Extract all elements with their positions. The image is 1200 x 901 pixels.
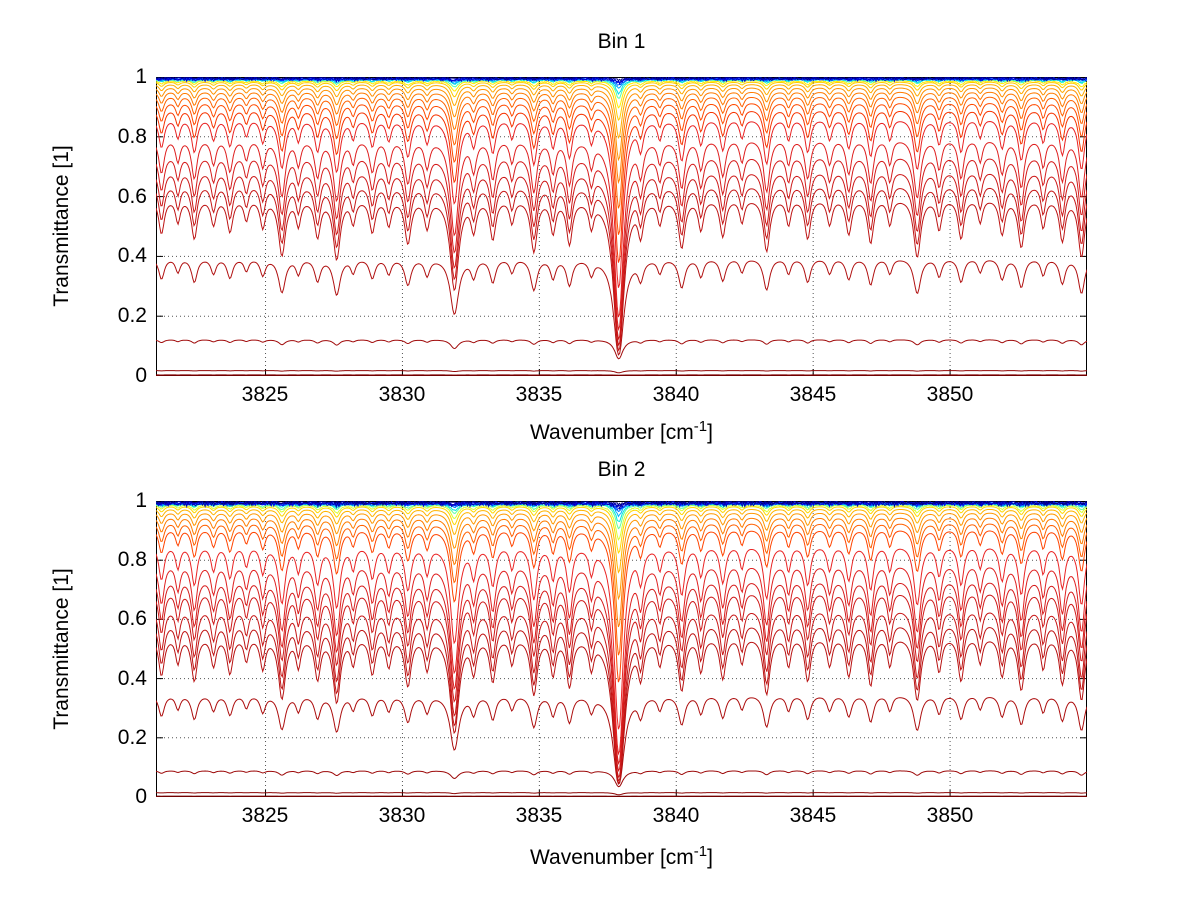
plot-2-ytick-label: 0.8 (117, 548, 147, 571)
spectrum-curve (156, 81, 1087, 122)
plot-2-ytick-label: 0.4 (117, 667, 147, 690)
plot-2-xlabel-text: Wavenumber [cm (530, 846, 694, 869)
spectrum-curve (156, 84, 1087, 140)
plot-1-xlabel-sup: -1 (693, 418, 708, 435)
plot-1-ytick-label: 0.8 (117, 125, 147, 148)
plot-2-title: Bin 2 (597, 458, 646, 481)
spectrum-curve (156, 567, 1087, 756)
spectrum-curve (156, 612, 1087, 779)
plot-1-ytick-label: 0 (135, 364, 147, 387)
plot-1-xtick-label: 3825 (241, 383, 289, 406)
plot-2-ytick-label: 0.6 (117, 607, 147, 630)
spectrum-curve (156, 770, 1087, 788)
spectrum-curve (156, 80, 1087, 109)
plot-2-ylabel: Transmittance [1] (50, 568, 73, 730)
spectrum-curve (156, 582, 1087, 766)
spectrum-curve (156, 91, 1087, 185)
spectrum-curve (156, 517, 1087, 628)
plot-2-ytick-label: 0.2 (117, 726, 147, 749)
plot-1-ytick-label: 0.4 (117, 244, 147, 267)
plot-2-xtick-label: 3840 (652, 804, 700, 827)
plot-1-xlabel-text: Wavenumber [cm (530, 421, 694, 444)
plot-1-ytick-label: 1 (135, 65, 147, 88)
spectrum-curve (156, 504, 1087, 541)
plot-2-xtick-label: 3835 (515, 804, 563, 827)
spectrum-curve (156, 523, 1087, 656)
plot-2-ytick-label: 0 (135, 785, 147, 808)
spectrum-curve (156, 158, 1087, 332)
plot-2-xtick-label: 3845 (789, 804, 837, 827)
plot-1-xlabel-close: ] (707, 421, 713, 444)
plot-2-xlabel: Wavenumber [cm-1] (156, 843, 1087, 870)
plot-1-title: Bin 1 (597, 30, 646, 53)
spectrum-curve (156, 260, 1087, 356)
plot-1-canvas (156, 77, 1087, 376)
plot-1-xtick-label: 3835 (515, 383, 563, 406)
plot-1-xtick-label: 3830 (378, 383, 426, 406)
plot-1-ytick-label: 0.6 (117, 185, 147, 208)
spectrum-curve (156, 792, 1087, 796)
spectrum-curve (156, 548, 1087, 730)
plot-2-xtick-label: 3850 (926, 804, 974, 827)
plot-1-xtick-label: 3850 (926, 383, 974, 406)
spectrum-curve (156, 508, 1087, 574)
spectrum-curve (156, 506, 1087, 554)
plot-2-ytick-label: 1 (135, 489, 147, 512)
plot-1-ylabel: Transmittance [1] (50, 145, 73, 307)
spectrum-curve (156, 512, 1087, 601)
plot-2-xlabel-sup: -1 (693, 843, 708, 860)
plot-1-xlabel: Wavenumber [cm-1] (156, 418, 1087, 445)
spectrum-curve (156, 339, 1087, 360)
plot-1-xtick-label: 3840 (652, 383, 700, 406)
plot-2-xtick-label: 3830 (378, 804, 426, 827)
spectrum-curve (156, 173, 1087, 341)
spectrum-curve (156, 501, 1087, 511)
spectrum-curve (156, 501, 1087, 507)
spectrum-curve (156, 103, 1087, 235)
plot-2-xlabel-close: ] (707, 846, 713, 869)
spectrum-curve (156, 110, 1087, 263)
plot-1-xtick-label: 3845 (789, 383, 837, 406)
spectrum-curve (156, 77, 1087, 82)
plot-2-canvas (156, 501, 1087, 797)
spectrum-curve (156, 370, 1087, 374)
spectrum-curve (156, 142, 1087, 318)
spectrum-curve (156, 530, 1087, 683)
spectrum-curve (156, 87, 1087, 162)
spectrum-curve (156, 96, 1087, 209)
spectrum-curve (156, 594, 1087, 773)
plot-1-ytick-label: 0.2 (117, 304, 147, 327)
spectrum-curve (156, 121, 1087, 288)
plot-2-xtick-label: 3825 (241, 804, 289, 827)
